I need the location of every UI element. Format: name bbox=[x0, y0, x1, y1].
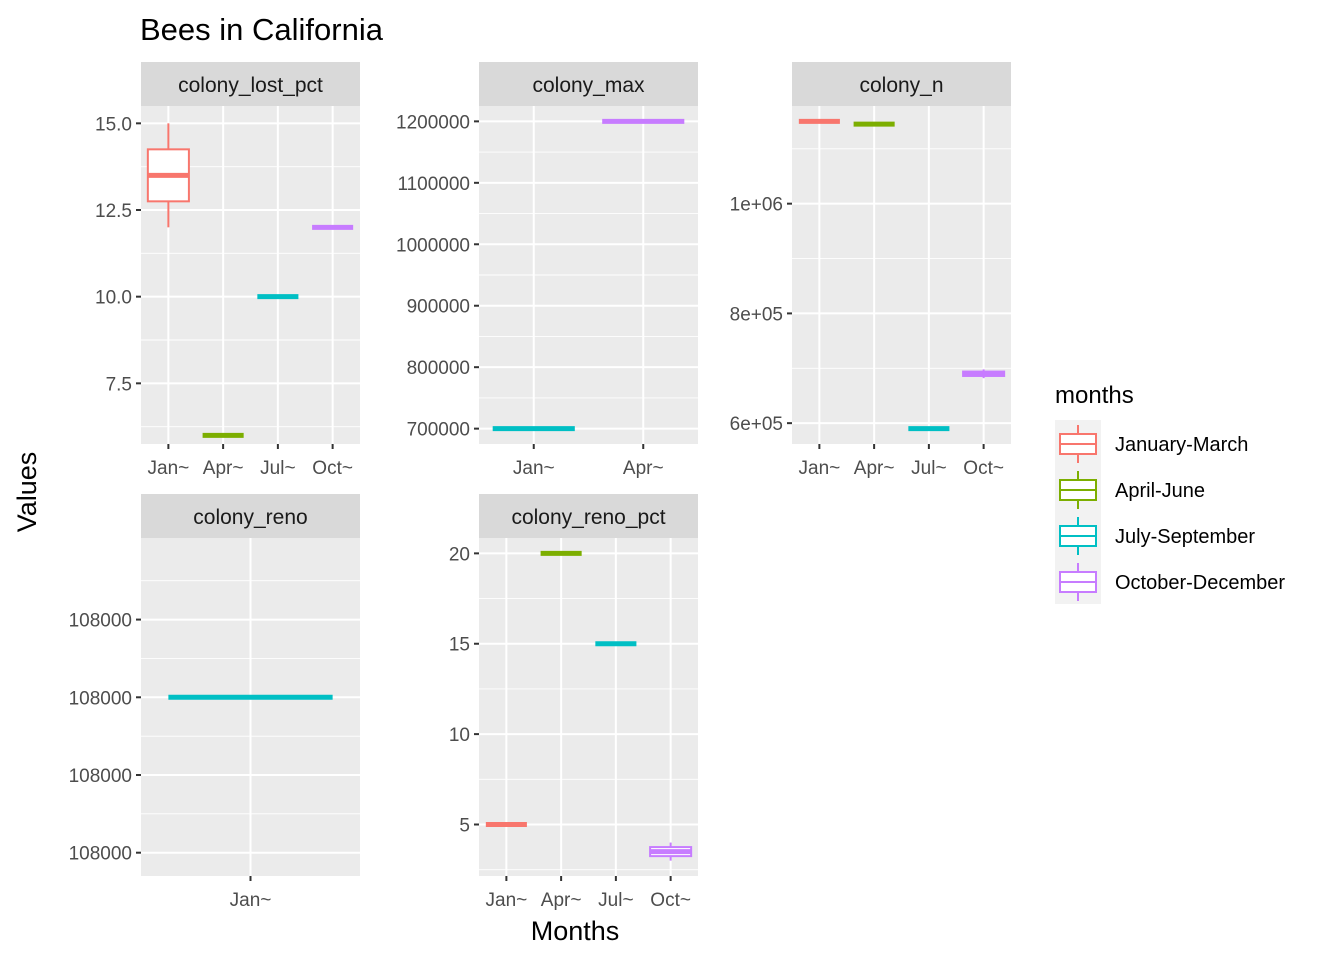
y-tick-label: 800000 bbox=[407, 358, 470, 379]
panel-background bbox=[479, 538, 698, 876]
x-tick-label: Jul~ bbox=[598, 890, 633, 911]
facet-strip-label: colony_max bbox=[532, 74, 645, 97]
legend-items: January-March April-June July-September Oct… bbox=[1055, 420, 1285, 604]
facet-strip bbox=[479, 62, 698, 106]
x-tick-label: Apr~ bbox=[541, 890, 582, 911]
x-tick-label: Apr~ bbox=[623, 458, 664, 479]
facet-panel-colony_reno: colony_reno 108000 108000 108000 108000 Jan~ bbox=[69, 494, 360, 911]
y-tick-label: 1000000 bbox=[396, 235, 470, 256]
legend-item-label: January-March bbox=[1115, 434, 1248, 456]
facet-strip bbox=[792, 62, 1011, 106]
y-tick-label: 700000 bbox=[407, 420, 470, 441]
x-tick-label: Apr~ bbox=[203, 458, 244, 479]
facet-strip bbox=[141, 62, 360, 106]
y-tick-label: 10 bbox=[449, 725, 470, 746]
y-tick-label: 20 bbox=[449, 544, 470, 565]
y-tick-label: 10.0 bbox=[95, 288, 132, 309]
facet-panel-colony_n: colony_n 6e+05 8e+05 1e+06 Jan~ Apr~ Jul~ Oct~ bbox=[730, 62, 1011, 479]
box-Oct-October-December bbox=[962, 369, 1006, 379]
x-tick-label: Oct~ bbox=[312, 458, 353, 479]
x-tick-label: Jul~ bbox=[260, 458, 295, 479]
y-axis-label: Values bbox=[12, 452, 42, 533]
facet-strip-label: colony_reno bbox=[193, 506, 307, 529]
x-tick-label: Jan~ bbox=[486, 890, 528, 911]
legend-item-label: October-December bbox=[1115, 572, 1285, 594]
legend-item-October-December: October-December bbox=[1059, 563, 1285, 601]
y-tick-label: 5 bbox=[459, 815, 470, 836]
box-Jan-January-March bbox=[146, 123, 190, 228]
y-tick-label: 108000 bbox=[69, 766, 132, 787]
x-tick-label: Oct~ bbox=[963, 458, 1004, 479]
legend-item-July-September: July-September bbox=[1059, 517, 1255, 555]
y-tick-label: 1100000 bbox=[397, 174, 470, 195]
y-tick-label: 15.0 bbox=[95, 114, 132, 135]
y-tick-label: 108000 bbox=[69, 844, 132, 865]
facet-panel-colony_reno_pct: colony_reno_pct 5 10 15 20 Jan~ Apr~ Jul~ Oct~ bbox=[449, 494, 698, 911]
facet-strip-label: colony_reno_pct bbox=[511, 506, 665, 529]
box-Oct-October-December bbox=[649, 842, 693, 861]
x-tick-label: Jul~ bbox=[911, 458, 946, 479]
y-tick-label: 15 bbox=[449, 635, 470, 656]
legend-item-January-March: January-March bbox=[1059, 425, 1248, 463]
legend: months January-March April-June July-Septe… bbox=[1055, 382, 1285, 604]
facet-panel-colony_lost_pct: colony_lost_pct 7.5 10.0 12.5 15.0 Jan~ Apr~ Ju… bbox=[95, 62, 360, 479]
facet-strip-label: colony_n bbox=[859, 74, 943, 97]
facet-panels: colony_lost_pct 7.5 10.0 12.5 15.0 Jan~ Apr~ Ju… bbox=[69, 62, 1011, 911]
y-tick-label: 1e+06 bbox=[730, 195, 783, 216]
x-tick-label: Jan~ bbox=[799, 458, 841, 479]
chart-title: Bees in California bbox=[140, 12, 384, 47]
panel-background bbox=[792, 106, 1011, 444]
y-tick-label: 900000 bbox=[407, 297, 470, 318]
legend-item-April-June: April-June bbox=[1059, 471, 1205, 509]
y-tick-label: 108000 bbox=[69, 611, 132, 632]
x-tick-label: Oct~ bbox=[650, 890, 691, 911]
y-tick-label: 1200000 bbox=[396, 112, 470, 133]
y-tick-label: 6e+05 bbox=[730, 414, 783, 435]
x-tick-label: Jan~ bbox=[230, 890, 272, 911]
legend-item-label: July-September bbox=[1115, 526, 1255, 548]
x-tick-label: Jan~ bbox=[513, 458, 555, 479]
legend-title: months bbox=[1055, 382, 1134, 409]
x-tick-label: Apr~ bbox=[854, 458, 895, 479]
facet-strip-label: colony_lost_pct bbox=[178, 74, 323, 97]
x-axis-label: Months bbox=[531, 916, 620, 946]
facet-strip bbox=[141, 494, 360, 538]
facet-panel-colony_max: colony_max 700000 800000 900000 1000000 11000… bbox=[396, 62, 698, 479]
y-tick-label: 12.5 bbox=[95, 201, 132, 222]
legend-item-label: April-June bbox=[1115, 480, 1205, 502]
facet-strip bbox=[479, 494, 698, 538]
y-tick-label: 7.5 bbox=[106, 374, 132, 395]
x-tick-label: Jan~ bbox=[148, 458, 190, 479]
y-tick-label: 8e+05 bbox=[730, 304, 783, 325]
y-tick-label: 108000 bbox=[69, 688, 132, 709]
